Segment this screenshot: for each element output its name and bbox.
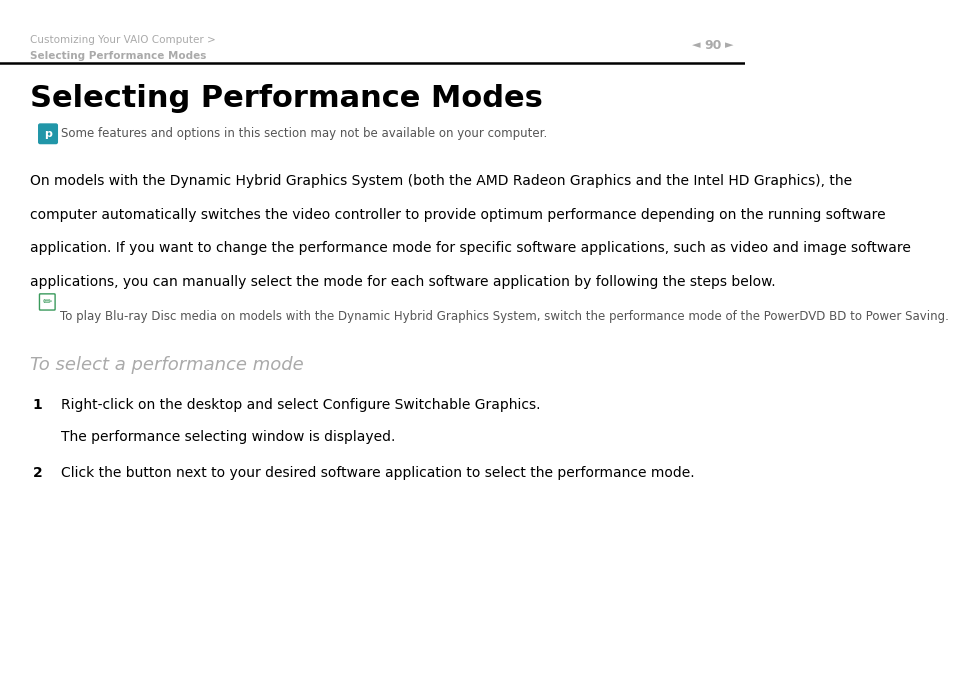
Text: To play Blu-ray Disc media on models with the Dynamic Hybrid Graphics System, sw: To play Blu-ray Disc media on models wit… [60,310,948,323]
Text: Selecting Performance Modes: Selecting Performance Modes [30,84,542,113]
Text: applications, you can manually select the mode for each software application by : applications, you can manually select th… [30,275,775,289]
Text: p: p [44,129,51,139]
Text: Some features and options in this section may not be available on your computer.: Some features and options in this sectio… [61,127,547,140]
Text: ◄: ◄ [691,40,700,50]
Text: application. If you want to change the performance mode for specific software ap: application. If you want to change the p… [30,241,910,255]
Text: The performance selecting window is displayed.: The performance selecting window is disp… [61,430,395,444]
Text: ►: ► [724,40,733,50]
Text: 2: 2 [32,466,43,481]
Text: ✏: ✏ [43,297,51,307]
Text: On models with the Dynamic Hybrid Graphics System (both the AMD Radeon Graphics : On models with the Dynamic Hybrid Graphi… [30,174,851,188]
Text: Selecting Performance Modes: Selecting Performance Modes [30,51,206,61]
FancyBboxPatch shape [39,124,57,144]
Text: Right-click on the desktop and select Configure Switchable Graphics.: Right-click on the desktop and select Co… [61,398,540,412]
Text: To select a performance mode: To select a performance mode [30,356,303,374]
Text: Click the button next to your desired software application to select the perform: Click the button next to your desired so… [61,466,694,481]
Text: 1: 1 [32,398,43,412]
Text: computer automatically switches the video controller to provide optimum performa: computer automatically switches the vide… [30,208,884,222]
Text: 90: 90 [703,38,720,52]
Text: Customizing Your VAIO Computer >: Customizing Your VAIO Computer > [30,35,215,45]
